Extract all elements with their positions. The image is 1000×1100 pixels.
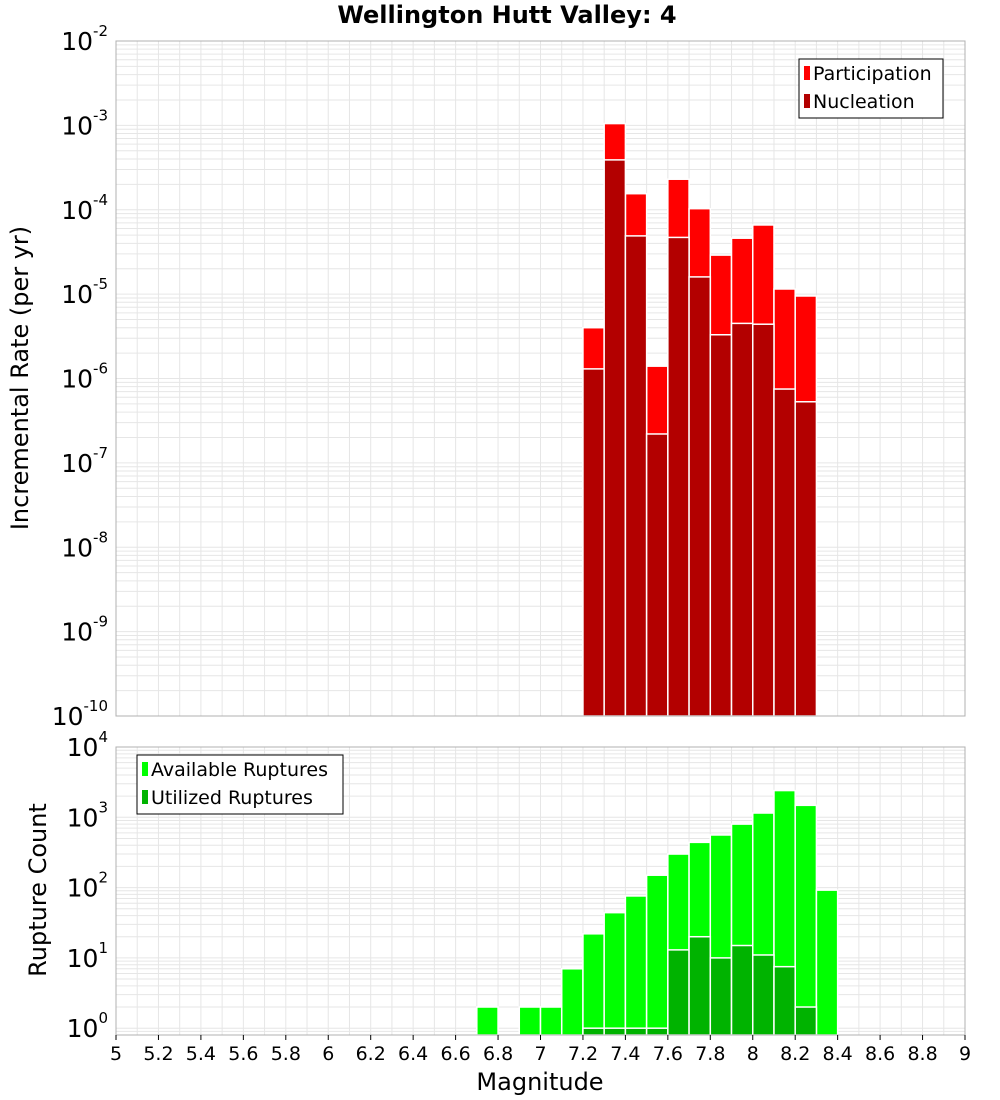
available-ruptures-bar [624, 895, 648, 1036]
nucleation-bar [603, 159, 627, 717]
utilized-ruptures-bar [667, 949, 690, 1036]
nucleation-bar [688, 276, 712, 717]
available-ruptures-bar [645, 874, 669, 1036]
x-tick-label: 7.8 [695, 1043, 725, 1065]
y-tick-label: 104 [67, 728, 108, 762]
x-tick-label: 6 [322, 1043, 334, 1065]
x-tick-label: 5.6 [228, 1043, 258, 1065]
y-tick-label: 103 [67, 798, 108, 832]
nucleation-bar [667, 236, 690, 717]
x-tick-label: 6.2 [356, 1043, 386, 1065]
legend-label: Nucleation [813, 91, 915, 113]
count-legend: Available Ruptures Utilized Ruptures [136, 754, 344, 815]
nucleation-bar [773, 388, 796, 717]
legend-swatch [804, 94, 810, 108]
rate-panel-frame [115, 40, 966, 717]
x-axis-label: Magnitude [476, 1068, 603, 1096]
legend-box [798, 58, 944, 119]
y-tick-label: 10-3 [61, 106, 108, 140]
y-tick-label: 10-7 [61, 444, 108, 478]
x-tick-label: 6.8 [483, 1043, 513, 1065]
available-ruptures-bar [518, 1006, 542, 1036]
nucleation-bar [794, 401, 818, 717]
x-tick-label: 8 [747, 1043, 759, 1065]
utilized-ruptures-bar [645, 1027, 669, 1036]
available-ruptures-bar [582, 933, 605, 1036]
x-tick-label: 8.8 [907, 1043, 937, 1065]
rate-legend: Participation Nucleation [798, 58, 944, 119]
utilized-ruptures-bar [624, 1027, 648, 1036]
count-panel-bars [476, 789, 839, 1036]
available-ruptures-bar [815, 889, 839, 1036]
utilized-ruptures-bar [752, 954, 775, 1036]
y-tick-label: 10-10 [52, 697, 108, 731]
x-axis-ticks: 5 5.2 5.4 5.6 5.8 6 6.2 6.4 6.6 6.8 7 7.2 7.4 7.6 7.8 8… [110, 1035, 971, 1065]
y-tick-label: 10-2 [61, 22, 108, 56]
rate-y-axis-label: Incremental Rate (per yr) [6, 226, 34, 530]
utilized-ruptures-bar [794, 1006, 818, 1036]
y-tick-label: 10-8 [61, 528, 108, 562]
x-tick-label: 9 [959, 1043, 971, 1065]
nucleation-bar [645, 433, 669, 717]
nucleation-bar [752, 323, 775, 717]
x-tick-label: 5.8 [271, 1043, 301, 1065]
x-tick-label: 7.4 [610, 1043, 640, 1065]
x-tick-label: 5 [110, 1043, 122, 1065]
y-tick-label: 10-9 [61, 613, 108, 647]
y-tick-label: 100 [67, 1009, 108, 1043]
chart-title: Wellington Hutt Valley: 4 [337, 1, 676, 29]
available-ruptures-bar [603, 911, 627, 1036]
nucleation-bar [624, 235, 648, 717]
count-y-axis-label: Rupture Count [24, 803, 52, 977]
legend-label: Participation [813, 63, 932, 85]
y-tick-label: 102 [67, 869, 108, 903]
utilized-ruptures-bar [773, 965, 796, 1036]
nucleation-bar [582, 368, 605, 717]
y-tick-label: 10-4 [61, 191, 108, 225]
nucleation-bar [709, 334, 733, 717]
x-tick-label: 5.2 [143, 1043, 173, 1065]
x-tick-label: 7.6 [653, 1043, 683, 1065]
x-tick-label: 6.6 [440, 1043, 470, 1065]
nucleation-bar [730, 322, 754, 717]
legend-label: Available Ruptures [151, 759, 328, 781]
rate-panel-bars [582, 122, 818, 717]
count-panel-y-ticks: 104 103 102 101 100 [67, 728, 108, 1043]
available-ruptures-bar [560, 968, 584, 1036]
x-tick-label: 8.2 [780, 1043, 810, 1065]
y-tick-label: 10-6 [61, 360, 108, 394]
legend-swatch [142, 790, 148, 804]
available-ruptures-bar [794, 804, 818, 1036]
y-tick-label: 10-5 [61, 275, 108, 309]
available-ruptures-bar [539, 1006, 563, 1036]
legend-swatch [804, 66, 810, 80]
legend-box [136, 754, 344, 815]
y-tick-label: 101 [67, 939, 108, 973]
utilized-ruptures-bar [603, 1027, 627, 1036]
utilized-ruptures-bar [730, 944, 754, 1036]
rate-panel: 10-2 10-3 10-4 10-5 10-6 10-7 10-8 10-9 10-10 In… [6, 22, 966, 731]
x-tick-label: 6.4 [398, 1043, 428, 1065]
utilized-ruptures-bar [582, 1027, 605, 1036]
x-tick-label: 8.4 [823, 1043, 853, 1065]
legend-label: Utilized Ruptures [151, 787, 313, 809]
x-tick-label: 7 [534, 1043, 546, 1065]
rate-panel-grid [115, 40, 966, 717]
x-tick-label: 5.4 [186, 1043, 216, 1065]
utilized-ruptures-bar [688, 935, 712, 1036]
x-tick-label: 8.6 [865, 1043, 895, 1065]
available-ruptures-bar [476, 1006, 499, 1036]
count-panel: 104 103 102 101 100 Rupture Count Available … [24, 728, 966, 1043]
x-tick-label: 7.2 [568, 1043, 598, 1065]
legend-swatch [142, 762, 148, 776]
rate-panel-y-ticks: 10-2 10-3 10-4 10-5 10-6 10-7 10-8 10-9 10-10 [52, 22, 108, 731]
utilized-ruptures-bar [709, 957, 733, 1036]
